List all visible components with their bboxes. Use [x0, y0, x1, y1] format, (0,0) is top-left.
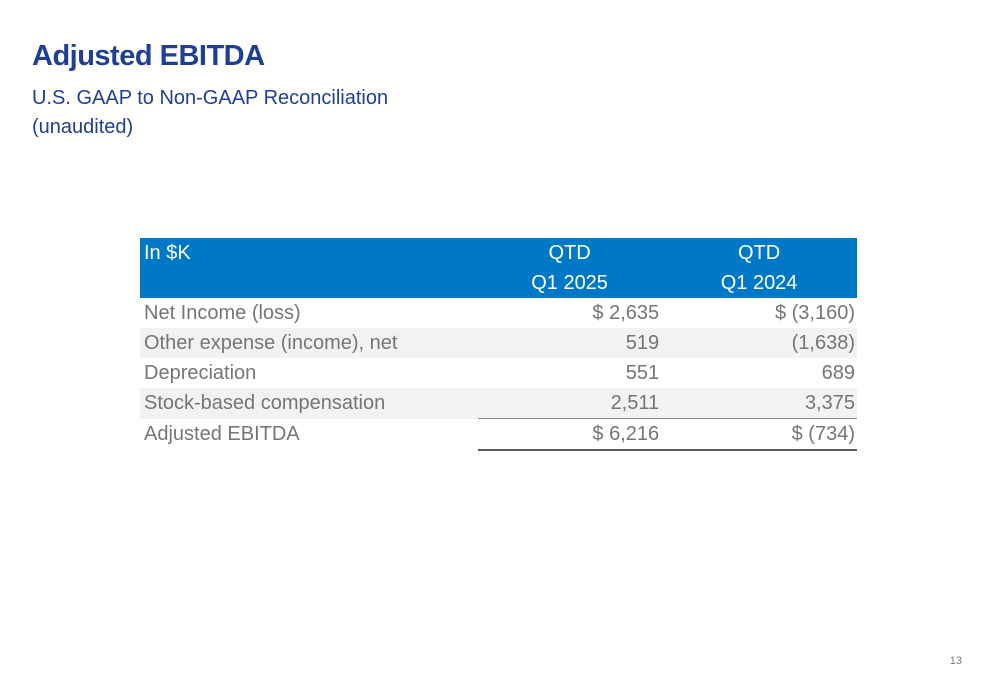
- column-header-period: QTD: [548, 242, 591, 264]
- subtitle-line-reconciliation: U.S. GAAP to Non-GAAP Reconciliation: [32, 87, 389, 109]
- column-header-q1-2024: QTD Q1 2024: [661, 238, 857, 298]
- value-q1-2024: 689: [821, 362, 855, 384]
- value-q1-2024: (1,638): [661, 328, 857, 358]
- table-row-stock-compensation: Stock-based compensation 2,511 3,375: [140, 388, 857, 419]
- row-label: Depreciation: [144, 362, 257, 384]
- value-q1-2025: 551: [625, 362, 660, 384]
- row-label: Other expense (income), net: [140, 328, 478, 358]
- subtitle-line-unaudited: (unaudited): [32, 116, 134, 138]
- page-number: 13: [949, 655, 962, 667]
- ebitda-reconciliation-table: In $K QTD Q1 2025 QTD Q1 2024 Net Income…: [140, 238, 857, 451]
- value-q1-2025: $ 2,635: [592, 302, 660, 324]
- row-label: Stock-based compensation: [140, 388, 478, 419]
- page-title: Adjusted EBITDA: [32, 40, 265, 72]
- value-q1-2024: $ (3,160): [774, 302, 855, 324]
- table-row-depreciation: Depreciation 551 689: [140, 358, 857, 388]
- page-subtitle: U.S. GAAP to Non-GAAP Reconciliation (un…: [32, 84, 388, 142]
- value-q1-2025: $ 6,216: [478, 418, 662, 451]
- table-row-adjusted-ebitda: Adjusted EBITDA $ 6,216 $ (734): [140, 418, 857, 451]
- row-label: Net Income (loss): [144, 302, 301, 324]
- row-label: Adjusted EBITDA: [144, 423, 300, 446]
- value-q1-2025: 519: [478, 328, 662, 358]
- column-header-quarter: Q1 2024: [720, 272, 798, 294]
- table-row-other-expense: Other expense (income), net 519 (1,638): [140, 328, 857, 358]
- column-header-quarter: Q1 2025: [531, 272, 608, 294]
- column-header-period: QTD: [737, 242, 781, 264]
- table-row-net-income: Net Income (loss) $ 2,635 $ (3,160): [140, 298, 857, 328]
- value-q1-2025: 2,511: [478, 388, 662, 419]
- unit-header: In $K: [140, 238, 478, 298]
- value-q1-2024: $ (734): [661, 418, 857, 451]
- value-q1-2024: 3,375: [661, 388, 857, 419]
- column-header-q1-2025: QTD Q1 2025: [478, 238, 662, 298]
- table-header-row: In $K QTD Q1 2025 QTD Q1 2024: [140, 238, 857, 298]
